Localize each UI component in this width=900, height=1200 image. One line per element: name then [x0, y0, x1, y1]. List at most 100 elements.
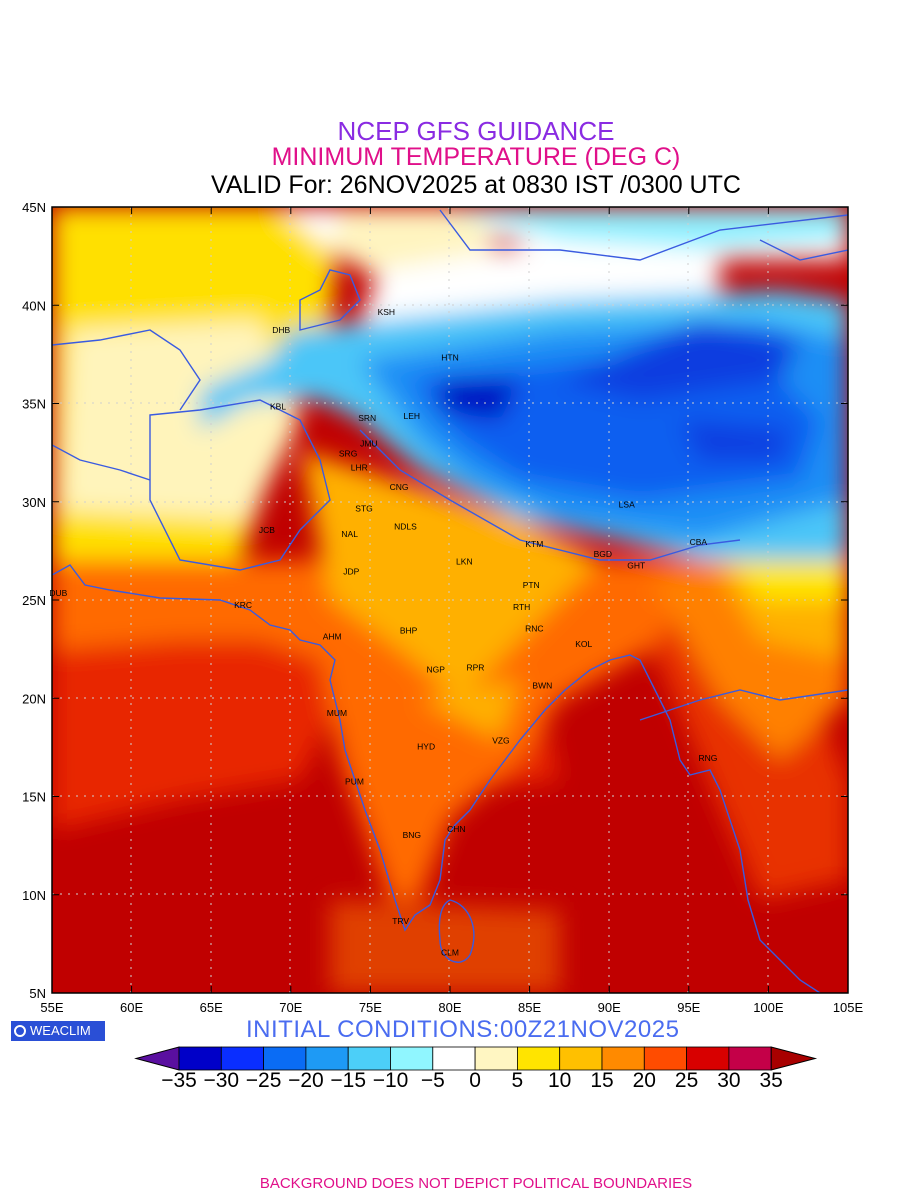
colorbar-swatch	[643, 1046, 687, 1071]
lon-label: 90E	[598, 1000, 621, 1015]
lon-label: 85E	[518, 1000, 541, 1015]
colorbar-swatch	[474, 1046, 518, 1071]
station-chn: CHN	[447, 824, 465, 834]
lon-label: 55E	[40, 1000, 63, 1015]
colorbar-low-arrow	[134, 1046, 180, 1071]
station-ndls: NDLS	[394, 521, 417, 531]
colorbar-swatch	[220, 1046, 265, 1071]
colorbar-swatch	[347, 1046, 391, 1071]
initial-conditions: INITIAL CONDITIONS:00Z21NOV2025	[246, 1016, 680, 1043]
footer-note: BACKGROUND DOES NOT DEPICT POLITICAL BOU…	[259, 1175, 693, 1192]
logo-icon	[14, 1024, 26, 1037]
station-jdp: JDP	[343, 566, 359, 576]
lon-label: 60E	[120, 1000, 143, 1015]
latitude-labels: 45N 40N 35N 30N 25N 20N 15N 10N 5N	[22, 200, 46, 1001]
lon-label: 105E	[833, 1000, 864, 1015]
colorbar-tick-label: −15	[330, 1069, 366, 1092]
station-mum: MUM	[327, 708, 347, 718]
station-nal: NAL	[341, 529, 358, 539]
lat-label: 10N	[22, 888, 46, 903]
station-stg: STG	[355, 504, 372, 514]
lat-label: 35N	[22, 397, 46, 412]
colorbar-swatch	[601, 1046, 645, 1071]
colorbar-swatch	[305, 1046, 349, 1071]
colorbar-swatch	[432, 1046, 476, 1071]
colorbar-tick-label: 0	[469, 1069, 481, 1092]
lon-label: 70E	[279, 1000, 302, 1015]
colorbar-tick-label: 5	[511, 1069, 524, 1092]
axis-ticks	[51, 206, 849, 994]
lat-label: 25N	[22, 593, 46, 608]
colorbar	[134, 1046, 818, 1071]
lon-label: 80E	[438, 1000, 461, 1015]
colorbar-tick-label: −30	[203, 1069, 240, 1092]
colorbar-tick-label: 15	[590, 1069, 614, 1092]
colorbar-tick-label: −25	[245, 1069, 282, 1092]
lon-label: 95E	[677, 1000, 700, 1015]
colorbar-swatch	[390, 1046, 434, 1071]
lat-label: 20N	[22, 691, 46, 706]
station-ght: GHT	[627, 561, 645, 571]
colorbar-swatch	[263, 1046, 307, 1071]
colorbar-swatch	[728, 1046, 772, 1071]
colorbar-tick-label: 30	[717, 1069, 741, 1092]
colorbar-tick-label: −20	[288, 1069, 324, 1092]
weaclim-logo: WEACLIM	[11, 1021, 105, 1041]
station-bwn: BWN	[532, 680, 552, 690]
station-bng: BNG	[403, 830, 421, 840]
station-srn: SRN	[358, 413, 376, 423]
colorbar-tick-label: −10	[372, 1069, 409, 1092]
station-jmu: JMU	[360, 439, 377, 449]
station-ngp: NGP	[426, 665, 445, 675]
station-dub: DUB	[49, 588, 67, 598]
colorbar-tick-label: −5	[420, 1069, 445, 1092]
lat-label: 5N	[29, 986, 46, 1001]
station-clm: CLM	[441, 948, 459, 958]
colorbar-tick-label: −35	[161, 1069, 197, 1092]
colorbar-tick-label: 10	[548, 1069, 572, 1092]
station-cba: CBA	[690, 537, 708, 547]
lat-label: 40N	[22, 298, 46, 313]
title-line-1: NCEP GFS GUIDANCE	[337, 116, 615, 146]
station-hyd: HYD	[417, 741, 435, 751]
station-srg: SRG	[339, 449, 357, 459]
station-rpr: RPR	[466, 663, 484, 673]
station-lsa: LSA	[619, 500, 635, 510]
lat-label: 45N	[22, 200, 46, 215]
station-jcb: JCB	[259, 525, 275, 535]
longitude-labels: 55E 60E 65E 70E 75E 80E 85E 90E 95E 100E 105E	[40, 1000, 863, 1015]
station-kol: KOL	[575, 639, 592, 649]
station-lkn: LKN	[456, 557, 473, 567]
colorbar-tick-label: 20	[632, 1069, 656, 1092]
colorbar-swatch	[178, 1046, 222, 1071]
station-htn: HTN	[441, 352, 458, 362]
station-trv: TRV	[392, 916, 409, 926]
coastlines	[52, 209, 848, 993]
temperature-field	[52, 207, 848, 993]
station-rnc: RNC	[525, 623, 543, 633]
station-cng: CNG	[390, 482, 409, 492]
lon-label: 65E	[200, 1000, 223, 1015]
station-bgd: BGD	[594, 549, 612, 559]
station-leh: LEH	[404, 411, 421, 421]
title-line-2: MINIMUM TEMPERATURE (DEG C)	[271, 143, 681, 171]
station-vzg: VZG	[492, 735, 509, 745]
station-lhr: LHR	[351, 462, 368, 472]
lon-label: 75E	[359, 1000, 382, 1015]
colorbar-swatch	[517, 1046, 561, 1071]
station-rth: RTH	[513, 602, 530, 612]
colorbar-swatch	[559, 1046, 603, 1071]
station-ptn: PTN	[523, 580, 540, 590]
lat-label: 15N	[22, 790, 46, 805]
station-ahm: AHM	[323, 631, 342, 641]
station-pum: PUM	[345, 777, 364, 787]
lat-label: 30N	[22, 495, 46, 510]
colorbar-tick-label: 25	[674, 1069, 699, 1092]
colorbar-swatch	[686, 1046, 730, 1071]
station-rng: RNG	[698, 753, 717, 763]
colorbar-tick-label: 35	[759, 1069, 783, 1092]
station-dhb: DHB	[272, 325, 290, 335]
colorbar-high-arrow	[770, 1046, 818, 1071]
title-line-3: VALID For: 26NOV2025 at 0830 IST /0300 U…	[211, 171, 741, 199]
